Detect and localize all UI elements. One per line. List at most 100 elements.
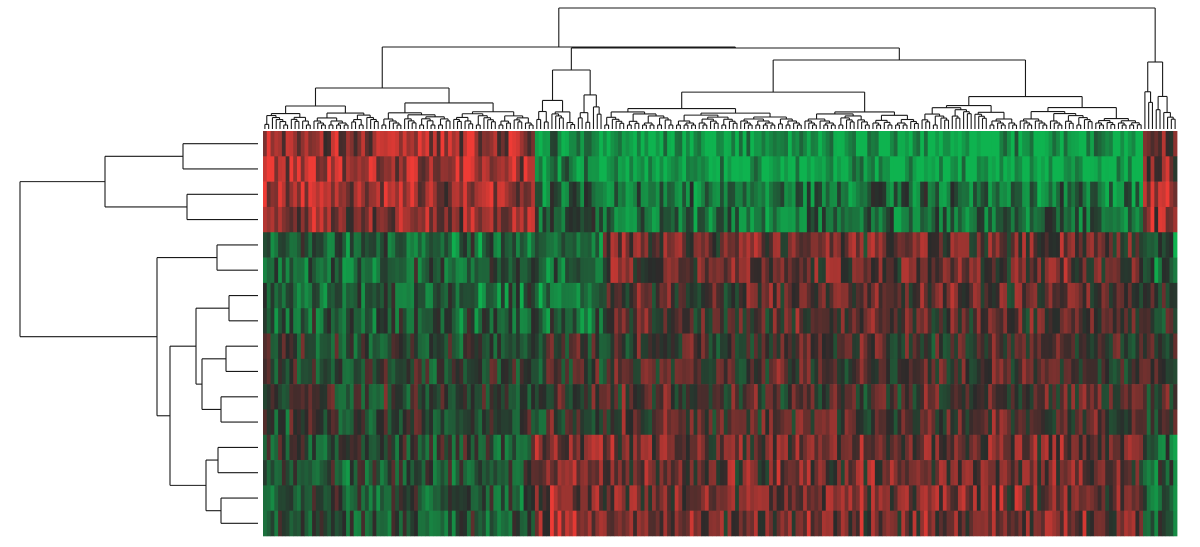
heatmap-cell (353, 358, 358, 385)
heatmap-cell (969, 282, 974, 309)
heatmap-cell (432, 232, 438, 258)
heatmap-cell (538, 409, 543, 436)
heatmap-cell (1052, 510, 1057, 537)
heatmap-cell (387, 510, 392, 537)
heatmap-cell (712, 131, 717, 157)
heatmap-cell (606, 485, 611, 511)
heatmap-cell (1029, 181, 1034, 208)
heatmap-cell (674, 485, 679, 511)
heatmap-cell (897, 333, 902, 360)
heatmap-cell (961, 232, 966, 258)
heatmap-cell (965, 232, 970, 258)
heatmap-cell (946, 384, 951, 410)
heatmap-cell (999, 181, 1004, 208)
heatmap-cell (334, 358, 339, 385)
heatmap-cell (1048, 358, 1053, 385)
heatmap-cell (999, 131, 1004, 157)
heatmap-cell (421, 131, 426, 157)
heatmap-cell (1173, 282, 1178, 309)
heatmap-cell (950, 384, 955, 410)
heatmap-cell (327, 434, 332, 461)
heatmap-cell (837, 384, 842, 410)
heatmap-cell (920, 409, 925, 436)
heatmap-cell (848, 257, 853, 284)
heatmap-cell (1059, 156, 1065, 182)
heatmap-cell (1131, 409, 1136, 436)
heatmap-cell (889, 460, 895, 486)
heatmap-cell (368, 358, 373, 385)
heatmap-cell (1109, 333, 1114, 360)
heatmap-cell (791, 282, 796, 309)
heatmap-cell (523, 510, 528, 537)
heatmap-cell (1056, 181, 1061, 208)
heatmap-cell (349, 308, 355, 334)
heatmap-cell (787, 460, 793, 486)
heatmap-cell (368, 282, 373, 309)
heatmap-cell (429, 358, 434, 385)
heatmap-cell (716, 485, 721, 511)
heatmap-cell (625, 384, 630, 410)
heatmap-cell (848, 510, 853, 537)
heatmap-cell (527, 206, 532, 233)
heatmap-cell (780, 510, 785, 537)
heatmap-cell (795, 156, 800, 182)
heatmap-cell (799, 384, 804, 410)
heatmap-cell (905, 333, 910, 360)
heatmap-cell (500, 485, 506, 511)
heatmap-cell (376, 308, 381, 334)
heatmap-cell (663, 232, 668, 258)
heatmap-cell (523, 206, 528, 233)
heatmap-cell (610, 181, 615, 208)
heatmap-cell (829, 308, 834, 334)
heatmap-cell (863, 485, 868, 511)
heatmap-cell (553, 358, 558, 385)
heatmap-cell (451, 131, 457, 157)
heatmap-cell (308, 181, 313, 208)
heatmap-cell (674, 181, 679, 208)
heatmap-cell (587, 358, 592, 385)
heatmap-cell (485, 206, 491, 233)
heatmap-cell (659, 358, 664, 385)
heatmap-cell (1158, 510, 1163, 537)
heatmap-cell (512, 460, 517, 486)
heatmap-cell (312, 485, 317, 511)
heatmap-cell (889, 156, 895, 182)
heatmap-cell (961, 485, 966, 511)
heatmap-cell (512, 206, 517, 233)
heatmap-cell (1082, 434, 1087, 461)
heatmap-cell (995, 333, 1000, 360)
heatmap-cell (1010, 131, 1015, 157)
heatmap-cell (357, 308, 362, 334)
heatmap-cell (818, 206, 823, 233)
heatmap-cell (708, 232, 713, 258)
heatmap-cell (417, 206, 423, 233)
heatmap-cell (584, 485, 589, 511)
heatmap-cell (315, 384, 321, 410)
heatmap-cell (508, 384, 513, 410)
heatmap-cell (939, 384, 944, 410)
heatmap-cell (463, 460, 468, 486)
heatmap-cell (957, 409, 963, 436)
heatmap-cell (780, 282, 785, 309)
heatmap-cell (285, 131, 290, 157)
row-dendrogram (19, 143, 258, 524)
heatmap-cell (957, 358, 963, 385)
heatmap-cell (323, 232, 328, 258)
heatmap-cell (908, 131, 914, 157)
heatmap-cell (738, 308, 744, 334)
heatmap-cell (410, 434, 415, 461)
heatmap-cell (1127, 257, 1133, 284)
heatmap-cell (988, 282, 993, 309)
heatmap-cell (448, 460, 453, 486)
heatmap-cell (984, 131, 989, 157)
heatmap-cell (440, 131, 445, 157)
heatmap-cell (750, 308, 755, 334)
heatmap-cell (1022, 409, 1027, 436)
heatmap-cell (327, 358, 332, 385)
heatmap-cell (723, 156, 728, 182)
heatmap-cell (712, 358, 717, 385)
heatmap-cell (591, 181, 596, 208)
heatmap-cell (636, 156, 642, 182)
heatmap-cell (716, 156, 721, 182)
heatmap-cell (534, 510, 540, 537)
